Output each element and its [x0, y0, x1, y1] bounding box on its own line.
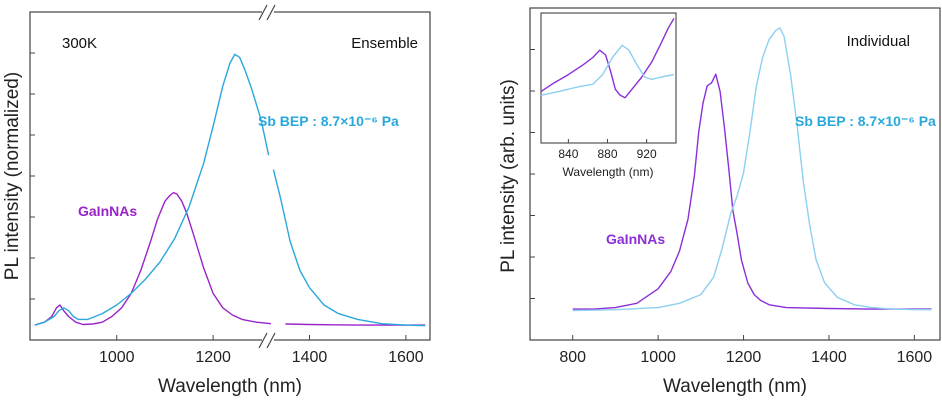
left-gainnas-label: GaInNAs — [78, 203, 137, 219]
left-plot-frame — [29, 11, 431, 341]
right-x-tick-label: 1600 — [897, 349, 933, 366]
right-mode-label: Individual — [847, 33, 910, 50]
left-series-line-gainnas — [34, 191, 272, 326]
left-series-line-sb-bep — [34, 53, 270, 326]
left-temperature-label: 300K — [62, 35, 97, 52]
right-y-axis-title: PL intensity (arb. units) — [498, 79, 519, 273]
left-x-tick-label: 1600 — [388, 349, 424, 366]
left-mode-label: Ensemble — [351, 35, 418, 52]
inset-series-group — [540, 18, 675, 99]
right-x-tick-label: 1400 — [811, 349, 847, 366]
inset-series-line-sb-bep — [540, 44, 675, 96]
right-sb-bep-label: Sb BEP : 8.7×10⁻⁶ Pa — [795, 113, 936, 129]
right-x-tick-label: 800 — [559, 349, 586, 366]
x-axis-break-mark — [258, 2, 276, 350]
right-series-line-gainnas — [572, 73, 932, 310]
right-series-line-sb-bep — [572, 27, 932, 312]
right-x-axis-title: Wavelength (nm) — [663, 376, 807, 397]
right-y-ticks — [530, 49, 535, 299]
inset-x-tick-label: 840 — [558, 147, 578, 161]
inset-series-line-gainnas — [540, 18, 675, 99]
left-y-ticks — [30, 52, 35, 300]
left-y-axis-title: PL intensity (normalized) — [2, 72, 23, 280]
left-series-group — [34, 53, 426, 327]
left-x-tick-label: 1200 — [195, 349, 231, 366]
left-x-axis-title: Wavelength (nm) — [158, 376, 302, 397]
left-x-tick-label: 1000 — [99, 349, 135, 366]
inset-chart: 840 880 920 Wavelength (nm) — [540, 12, 677, 179]
left-x-tick-label: 1400 — [292, 349, 328, 366]
right-gainnas-label: GaInNAs — [606, 231, 665, 247]
right-x-ticks: 800 1000 1200 1400 1600 — [559, 335, 932, 366]
inset-x-tick-label: 880 — [598, 147, 618, 161]
right-x-tick-label: 1200 — [726, 349, 762, 366]
inset-x-tick-label: 920 — [637, 147, 657, 161]
right-panel: 800 1000 1200 1400 1600 Individual GaInNAs S… — [498, 7, 941, 397]
inset-x-ticks: 840 880 920 — [558, 139, 657, 161]
right-series-group — [572, 27, 932, 312]
inset-x-axis-title: Wavelength (nm) — [563, 165, 654, 179]
left-panel: 1000 1200 1400 1600 300K Ensemble GaInNAs S… — [2, 2, 431, 397]
left-series-line-sb-bep — [272, 169, 426, 327]
left-x-ticks: 1000 1200 1400 1600 — [99, 335, 424, 366]
left-sb-bep-label: Sb BEP : 8.7×10⁻⁶ Pa — [258, 113, 399, 129]
right-x-tick-label: 1000 — [640, 349, 676, 366]
